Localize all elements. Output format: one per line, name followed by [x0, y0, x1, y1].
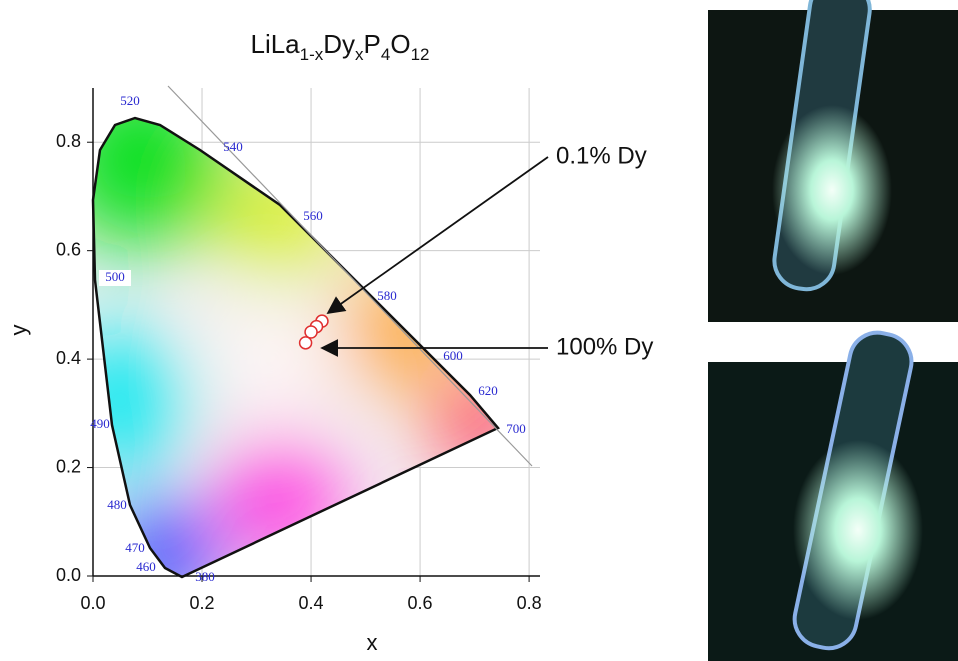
- title-part: LiLa: [250, 29, 300, 59]
- x-tick-label: 0.2: [190, 593, 215, 613]
- photo-top: [708, 0, 958, 322]
- x-tick-label: 0.8: [517, 593, 542, 613]
- title-part: 1-x: [300, 45, 324, 64]
- wavelength-label: 460: [136, 559, 156, 574]
- photo-bottom: [708, 327, 958, 661]
- y-tick-label: 0.8: [56, 131, 81, 151]
- y-axis-label: y: [6, 325, 31, 336]
- wavelength-label: 490: [90, 416, 110, 431]
- figure: LiLa1-xDyxP4O12 x y 0.1% Dy 100% Dy 0.0 0…: [0, 0, 958, 661]
- title-part: Dy: [323, 29, 355, 59]
- y-tick-label: 0.0: [56, 565, 81, 585]
- wavelength-label: 620: [478, 383, 498, 398]
- wavelength-label: 500: [105, 269, 125, 284]
- arrow: [328, 157, 548, 313]
- wavelength-label: 520: [120, 93, 140, 108]
- wavelength-label: 560: [303, 208, 323, 223]
- wavelength-label: 580: [377, 288, 397, 303]
- x-tick-label: 0.4: [299, 593, 324, 613]
- x-tick-label: 0.6: [408, 593, 433, 613]
- y-tick-label: 0.2: [56, 456, 81, 476]
- title-part: O: [390, 29, 410, 59]
- title-part: 12: [411, 45, 430, 64]
- chromaticity-fill: [50, 70, 525, 610]
- wavelength-label: 470: [125, 540, 145, 555]
- x-tick-label: 0.0: [80, 593, 105, 613]
- annotation: 0.1% Dy: [556, 142, 647, 169]
- point: [300, 337, 312, 349]
- wavelength-label: 600: [443, 348, 463, 363]
- y-tick-label: 0.6: [56, 239, 81, 259]
- title-part: P: [364, 29, 381, 59]
- point: [305, 326, 317, 338]
- y-tick-label: 0.4: [56, 348, 81, 368]
- wavelength-label: 700: [506, 421, 526, 436]
- annotation: 100% Dy: [556, 333, 653, 360]
- title-part: 4: [381, 45, 390, 64]
- wavelength-label: 540: [223, 139, 243, 154]
- x-axis-label: x: [367, 630, 378, 655]
- chart-title: LiLa1-xDyxP4O12: [250, 29, 429, 64]
- wavelength-label: 380: [195, 569, 215, 584]
- wavelength-label: 480: [107, 497, 127, 512]
